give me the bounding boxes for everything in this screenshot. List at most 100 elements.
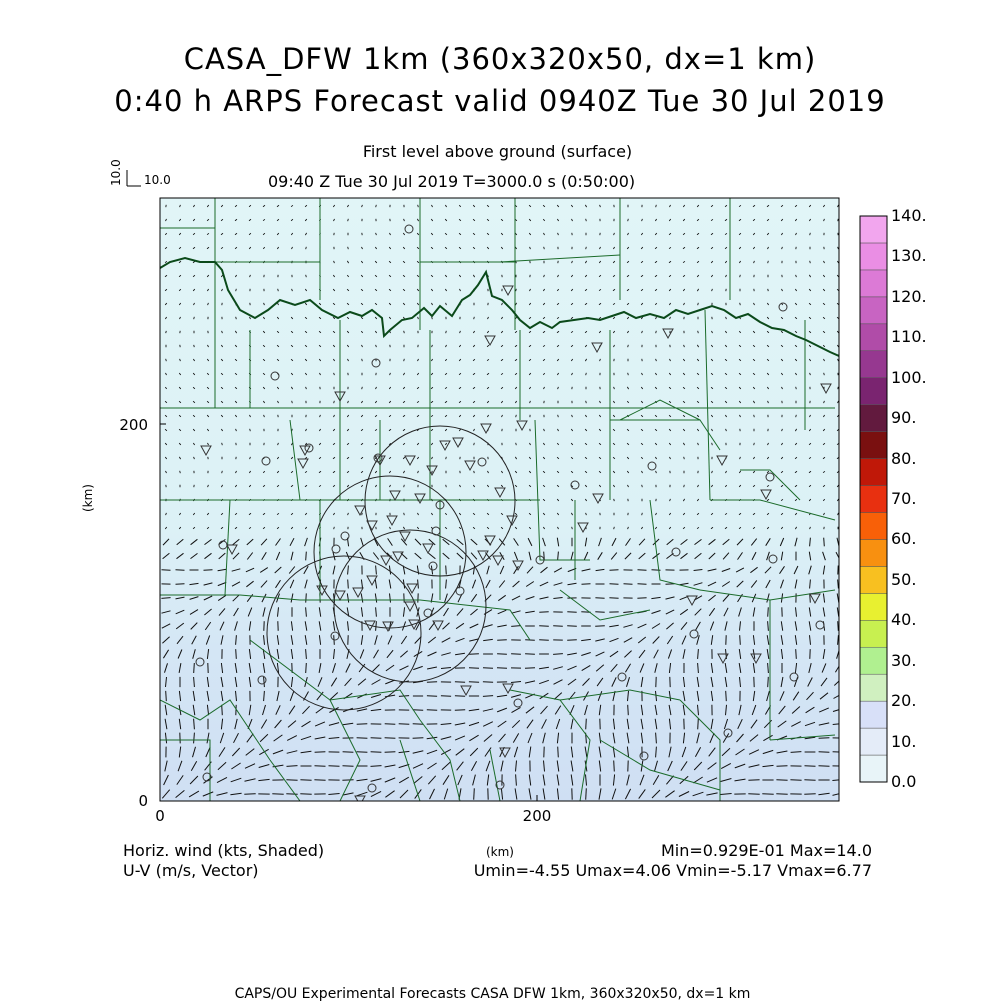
colorbar-label: 50. (891, 570, 916, 589)
wind-vector (404, 331, 405, 333)
colorbar-swatch (860, 755, 887, 782)
wind-vector (684, 457, 685, 459)
wind-vector (572, 527, 573, 529)
colorbar-label: 90. (891, 408, 916, 427)
wind-vector (385, 724, 396, 725)
wind-vector (796, 649, 797, 659)
wind-vector (306, 593, 307, 602)
wind-vector (614, 761, 615, 772)
wind-vector (474, 788, 475, 799)
colorbar-swatch (860, 539, 887, 566)
wind-vector (236, 649, 237, 659)
wind-vector (553, 626, 563, 627)
wind-vector (642, 485, 643, 487)
colorbar-swatch (860, 297, 887, 324)
colorbar-label: 130. (891, 246, 927, 265)
wind-vector (776, 780, 787, 781)
wind-vector (586, 719, 587, 730)
wind-vector (371, 738, 382, 739)
wind-vector (362, 359, 363, 361)
wind-vector (194, 345, 195, 347)
y-tick-0: 0 (138, 792, 148, 810)
vector-scale-horizontal: 10.0 (144, 173, 171, 187)
wind-vector (833, 752, 844, 753)
wind-vector (582, 584, 591, 585)
wind-vector (558, 747, 559, 758)
wind-vector (362, 513, 363, 515)
wind-vector (348, 219, 349, 221)
colorbar-swatch (860, 674, 887, 701)
uv-range-readout: Umin=-4.55 Umax=4.06 Vmin=-5.17 Vmax=6.7… (474, 861, 872, 880)
colorbar-label: 60. (891, 529, 916, 548)
wind-vector (624, 584, 633, 585)
wind-vector (516, 289, 517, 291)
colorbar-swatch (860, 647, 887, 674)
colorbar-swatch (860, 432, 887, 459)
wind-vector (628, 219, 629, 221)
wind-vector (455, 682, 465, 683)
wind-vector (236, 289, 237, 291)
wind-vector (754, 443, 755, 445)
wind-vector (656, 331, 657, 333)
wind-vector (314, 780, 325, 781)
wind-vector (796, 415, 797, 417)
wind-vector (642, 513, 643, 515)
wind-vector (614, 499, 615, 501)
wind-vector (595, 598, 604, 599)
colorbar-label: 30. (891, 651, 916, 670)
colorbar-swatch (860, 351, 887, 378)
wind-vector (342, 780, 353, 781)
x-tick-0: 0 (155, 807, 165, 825)
colorbar-swatch (860, 566, 887, 593)
colorbar (860, 216, 887, 782)
wind-vector (204, 570, 213, 571)
wind-vector (525, 668, 535, 669)
wind-vector (427, 710, 437, 711)
wind-vector (539, 640, 549, 641)
wind-vector (726, 691, 727, 701)
wind-vector (329, 766, 340, 767)
wind-vector (222, 471, 223, 473)
colorbar-swatch (860, 243, 887, 270)
colorbar-swatch (860, 512, 887, 539)
wind-vector (790, 780, 801, 781)
colorbar-label: 80. (891, 449, 916, 468)
wind-vector (595, 626, 605, 627)
vector-description: U-V (m/s, Vector) (123, 861, 259, 880)
wind-vector (698, 303, 699, 305)
wind-vector (222, 443, 223, 445)
wind-vector (385, 738, 396, 739)
y-tick-200: 200 (119, 416, 148, 434)
wind-vector (334, 527, 335, 529)
colorbar-swatch (860, 324, 887, 351)
wind-vector (222, 705, 223, 715)
colorbar-label: 20. (891, 691, 916, 710)
wind-vector (628, 345, 629, 347)
wind-vector (838, 621, 839, 631)
wind-vector (286, 794, 297, 795)
colorbar-swatch (860, 701, 887, 728)
colorbar-label: 0.0 (891, 772, 916, 791)
wind-vector (469, 682, 479, 683)
colorbar-swatch (860, 378, 887, 405)
wind-vector (748, 780, 759, 781)
wind-vector (586, 247, 587, 249)
wind-vector (497, 668, 507, 669)
wind-vector (404, 485, 405, 487)
colorbar-label: 110. (891, 327, 927, 346)
wind-vector (306, 247, 307, 249)
x-tick-200: 200 (523, 807, 552, 825)
wind-vector (819, 738, 830, 739)
colorbar-label: 40. (891, 610, 916, 629)
wind-vector (446, 566, 447, 575)
wind-vector (740, 275, 741, 277)
wind-vector (516, 443, 517, 445)
wind-vector (404, 513, 405, 515)
colorbar-swatch (860, 405, 887, 432)
wind-vector (348, 247, 349, 249)
wind-vector (469, 654, 479, 655)
min-max-readout: Min=0.929E-01 Max=14.0 (661, 841, 872, 860)
wind-vector (244, 794, 255, 795)
wind-vector (413, 738, 424, 739)
wind-vector (194, 663, 195, 673)
